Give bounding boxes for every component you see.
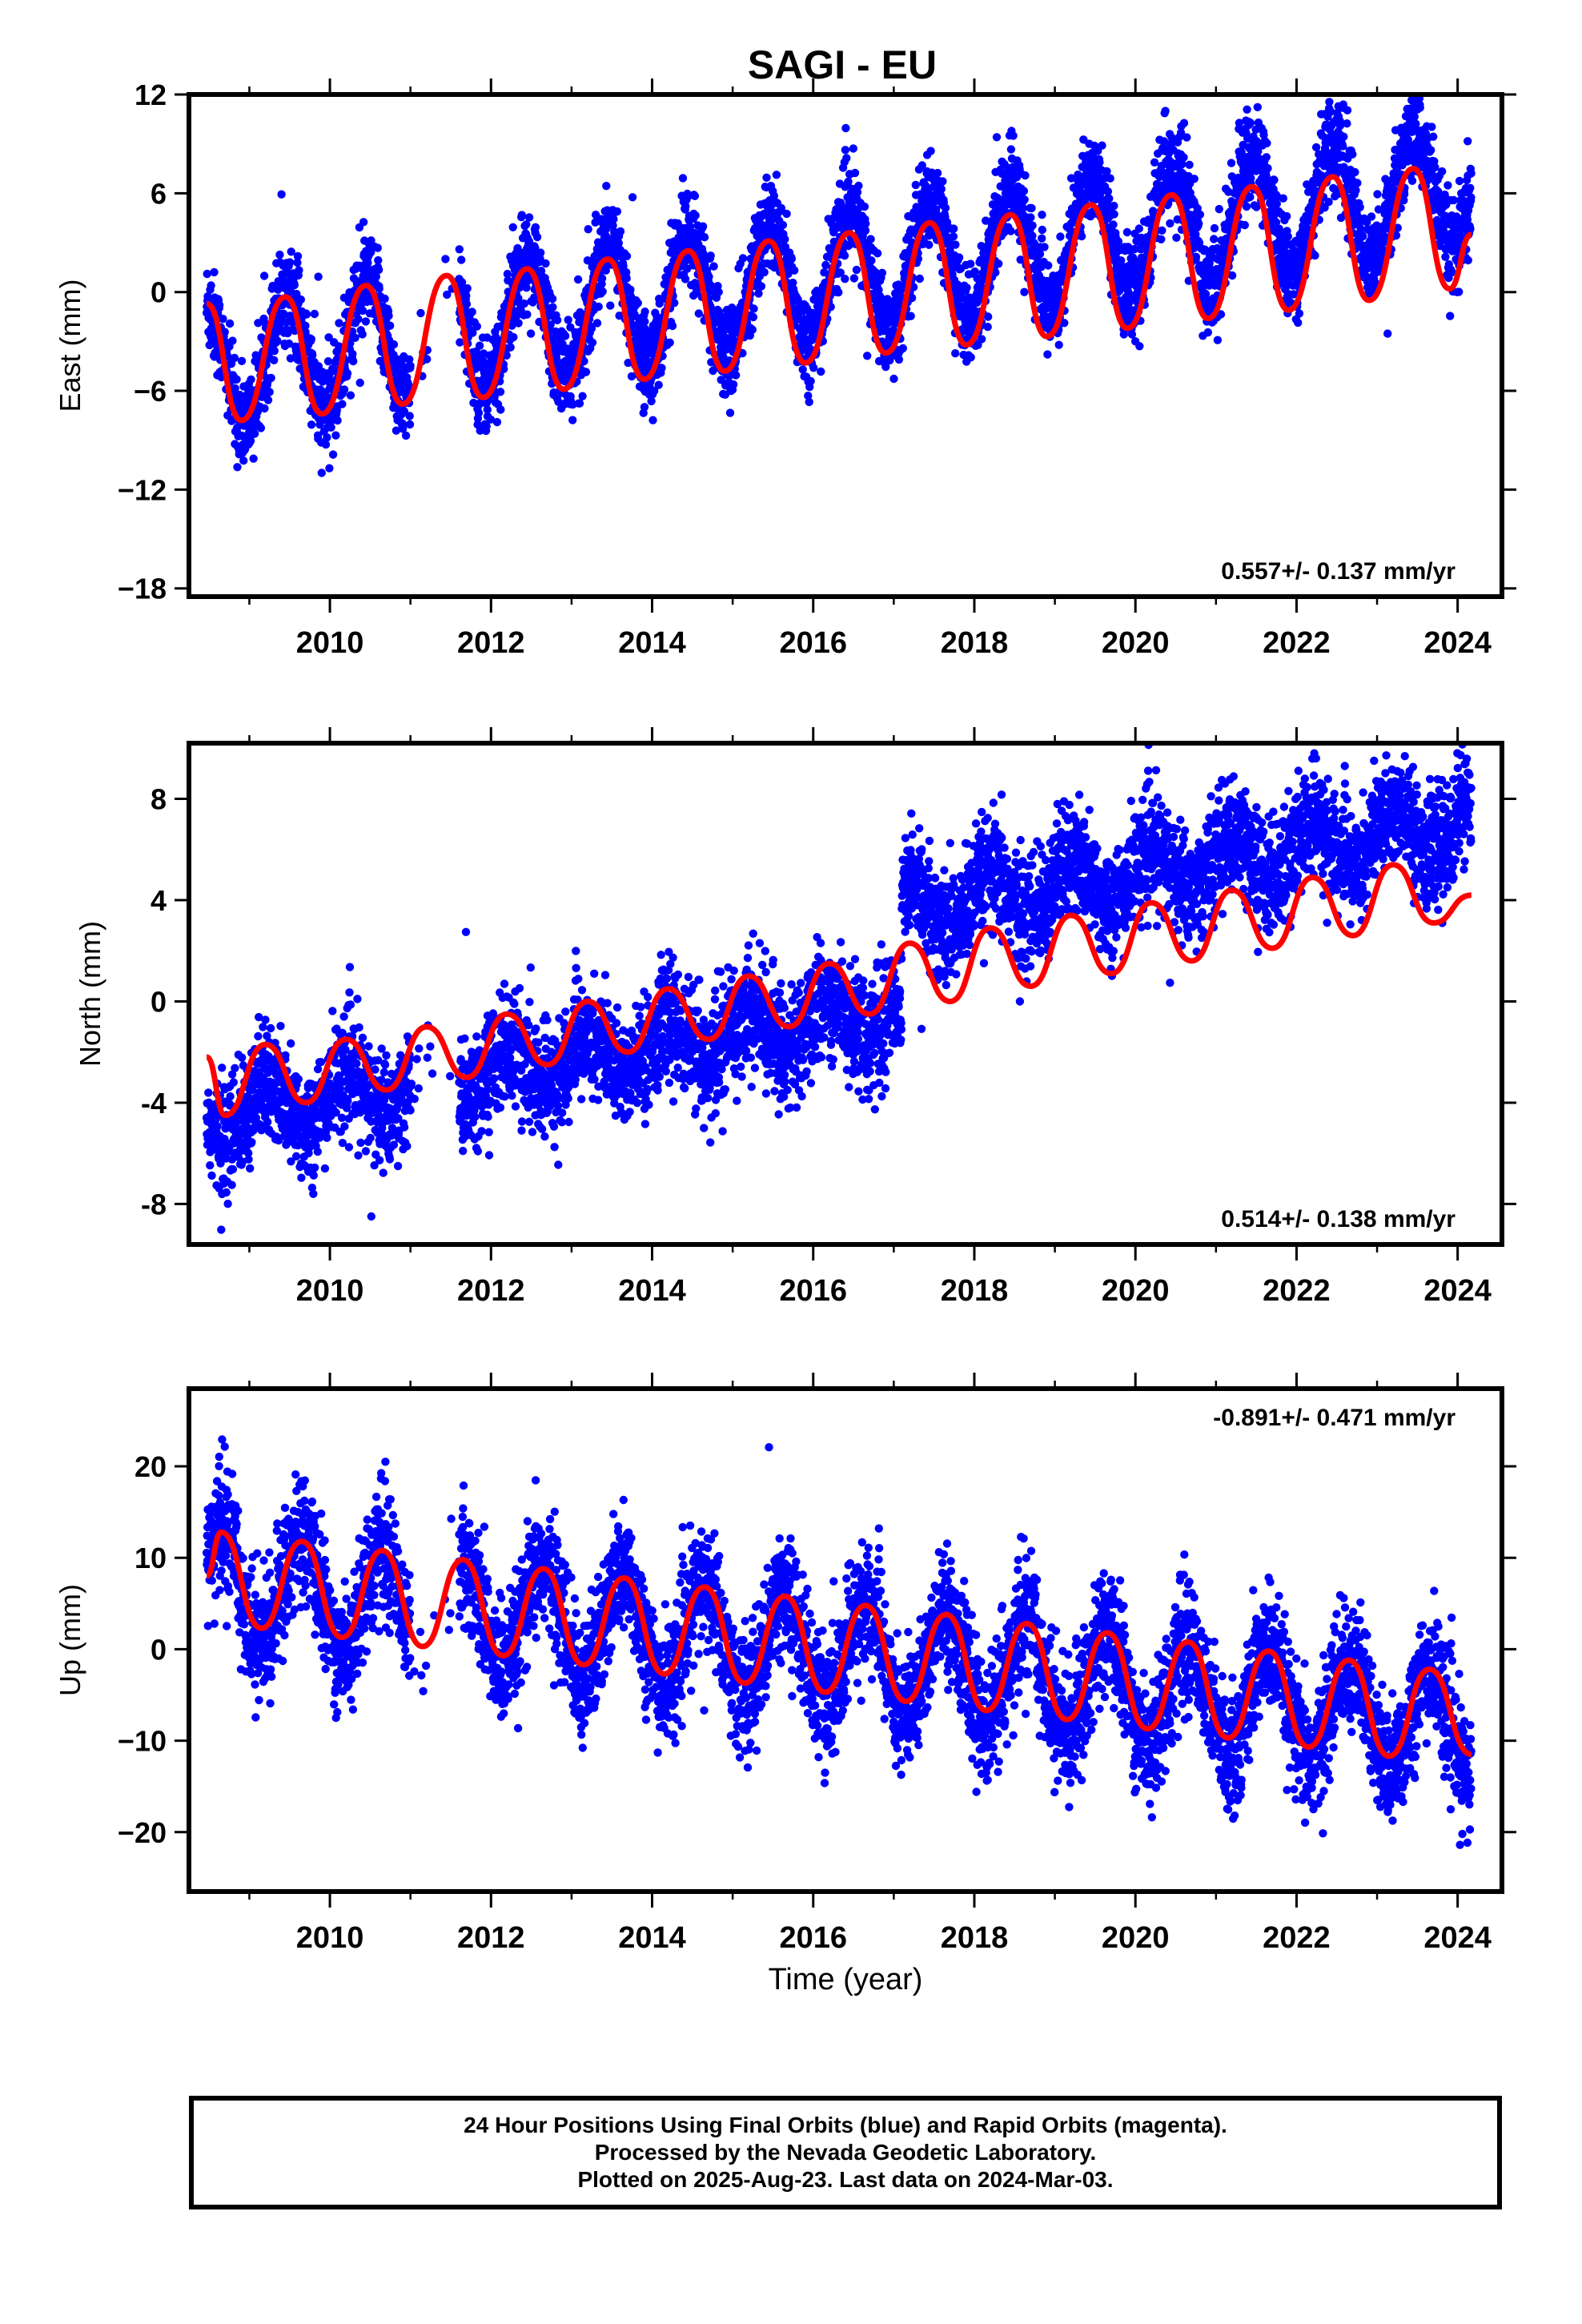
- y-tick-label: 12: [135, 78, 167, 111]
- x-tick-label: 2010: [296, 1921, 364, 1955]
- x-tick-label: 2022: [1263, 1921, 1331, 1955]
- caption-line-1: 24 Hour Positions Using Final Orbits (bl…: [464, 2112, 1227, 2139]
- y-tick-label: 20: [135, 1450, 167, 1483]
- panel-east: 2010 2012 2014 2016 2018 2020 2022 2024 12 6 0 −6 −1…: [54, 59, 1516, 660]
- x-tick-label: 2016: [779, 1921, 847, 1955]
- plot-area: [203, 665, 1476, 1233]
- y-tick-label: 8: [151, 783, 167, 816]
- x-tick-label: 2018: [941, 1274, 1009, 1308]
- rate-label-up: -0.891+/- 0.471 mm/yr: [1213, 1405, 1456, 1431]
- x-tick-label: 2022: [1263, 1274, 1331, 1308]
- x-tick-label: 2018: [941, 1921, 1009, 1955]
- x-tick-label: 2012: [457, 626, 525, 660]
- x-tick-label: 2014: [618, 626, 686, 660]
- x-tick-label: 2016: [779, 1274, 847, 1308]
- x-tick-label: 2012: [457, 1274, 525, 1308]
- y-tick-label: 4: [151, 884, 167, 917]
- caption-line-2: Processed by the Nevada Geodetic Laborat…: [595, 2139, 1097, 2166]
- panel-north: 2010 2012 2014 2016 2018 2020 2022 2024 8 4 0 -4 -8 N…: [74, 665, 1516, 1308]
- x-tick-label: 2012: [457, 1921, 525, 1955]
- y-tick-label: 6: [151, 177, 167, 210]
- x-tick-label: 2010: [296, 1274, 364, 1308]
- y-tick-label: −18: [118, 573, 167, 605]
- caption-line-3: Plotted on 2025-Aug-23. Last data on 202…: [577, 2166, 1113, 2193]
- rate-label-east: 0.557+/- 0.137 mm/yr: [1221, 558, 1456, 585]
- x-tick-label: 2024: [1423, 626, 1492, 660]
- caption-box: 24 Hour Positions Using Final Orbits (bl…: [189, 2096, 1502, 2209]
- y-tick-label: 0: [151, 985, 167, 1018]
- y-tick-label: 0: [151, 1633, 167, 1666]
- y-axis-label-north: North (mm): [74, 921, 106, 1067]
- x-axis-label: Time (year): [769, 1963, 923, 1996]
- x-tick-label: 2016: [779, 626, 847, 660]
- y-tick-label: -8: [141, 1188, 167, 1220]
- y-tick-label: −12: [118, 473, 167, 506]
- panel-up: 2010 2012 2014 2016 2018 2020 2022 202420100−10…: [54, 1373, 1516, 1955]
- y-tick-label: 0: [151, 276, 167, 309]
- chart-title: SAGI - EU: [748, 42, 937, 87]
- rate-label-north: 0.514+/- 0.138 mm/yr: [1221, 1206, 1456, 1232]
- x-tick-label: 2020: [1102, 626, 1170, 660]
- x-tick-label: 2010: [296, 626, 364, 660]
- y-tick-label: −6: [134, 375, 167, 408]
- plot-area: [203, 1435, 1476, 1898]
- y-tick-label: −20: [118, 1816, 167, 1849]
- x-tick-label: 2018: [941, 626, 1009, 660]
- x-tick-label: 2020: [1102, 1921, 1170, 1955]
- y-tick-label: 10: [135, 1542, 167, 1574]
- x-tick-label: 2024: [1423, 1921, 1492, 1955]
- daily-position-points: [203, 59, 1476, 477]
- daily-position-points: [203, 665, 1476, 1233]
- y-tick-label: -4: [141, 1087, 167, 1120]
- y-axis-label-up: Up (mm): [54, 1584, 86, 1696]
- plot-area: [203, 59, 1476, 477]
- x-tick-label: 2024: [1423, 1274, 1492, 1308]
- y-axis-label-east: East (mm): [54, 279, 86, 412]
- x-tick-label: 2020: [1102, 1274, 1170, 1308]
- x-tick-label: 2014: [618, 1274, 686, 1308]
- y-tick-label: −10: [118, 1725, 167, 1758]
- x-tick-label: 2014: [618, 1921, 686, 1955]
- x-tick-label: 2022: [1263, 626, 1331, 660]
